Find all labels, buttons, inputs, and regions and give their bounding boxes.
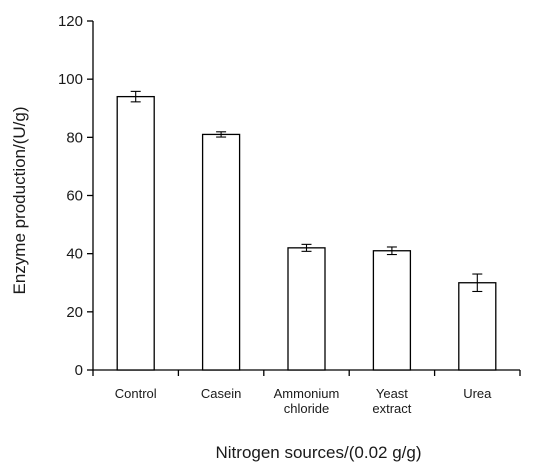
x-category-label-line: Casein [201, 386, 241, 401]
bars [116, 95, 497, 371]
x-category-label-line: Urea [463, 386, 492, 401]
axes: 0 20 40 60 80 100 120 [58, 13, 521, 379]
x-category-label-line: extract [372, 401, 411, 416]
y-tick-label: 40 [66, 246, 83, 263]
bar [116, 95, 155, 371]
x-category-label: Control [115, 386, 157, 401]
y-tick-label: 120 [58, 13, 83, 30]
y-tick-label: 0 [75, 362, 83, 379]
x-category-label: Casein [201, 386, 241, 401]
y-tick-label: 80 [66, 129, 83, 146]
bar [287, 247, 326, 371]
x-category-label-line: Yeast [376, 386, 408, 401]
bar [201, 133, 241, 371]
error-bars [130, 90, 483, 293]
x-category-label-line: Ammonium [274, 386, 340, 401]
bar [458, 282, 497, 371]
x-category-label: Yeast extract [372, 386, 411, 416]
x-category-label: Urea [463, 386, 492, 401]
labels: Control Casein Ammonium chloride Yeast extrac… [115, 386, 492, 416]
y-tick-label: 20 [66, 304, 83, 321]
y-tick-label: 100 [58, 71, 83, 88]
x-axis-title: Nitrogen sources/(0.02 g/g) [216, 443, 422, 462]
x-category-label-line: Control [115, 386, 157, 401]
y-tick-label: 60 [66, 188, 83, 205]
x-category-label-line: chloride [284, 401, 330, 416]
x-category-label: Ammonium chloride [274, 386, 340, 416]
bar [372, 250, 412, 371]
y-axis-title: Enzyme production/(U/g) [10, 106, 29, 294]
